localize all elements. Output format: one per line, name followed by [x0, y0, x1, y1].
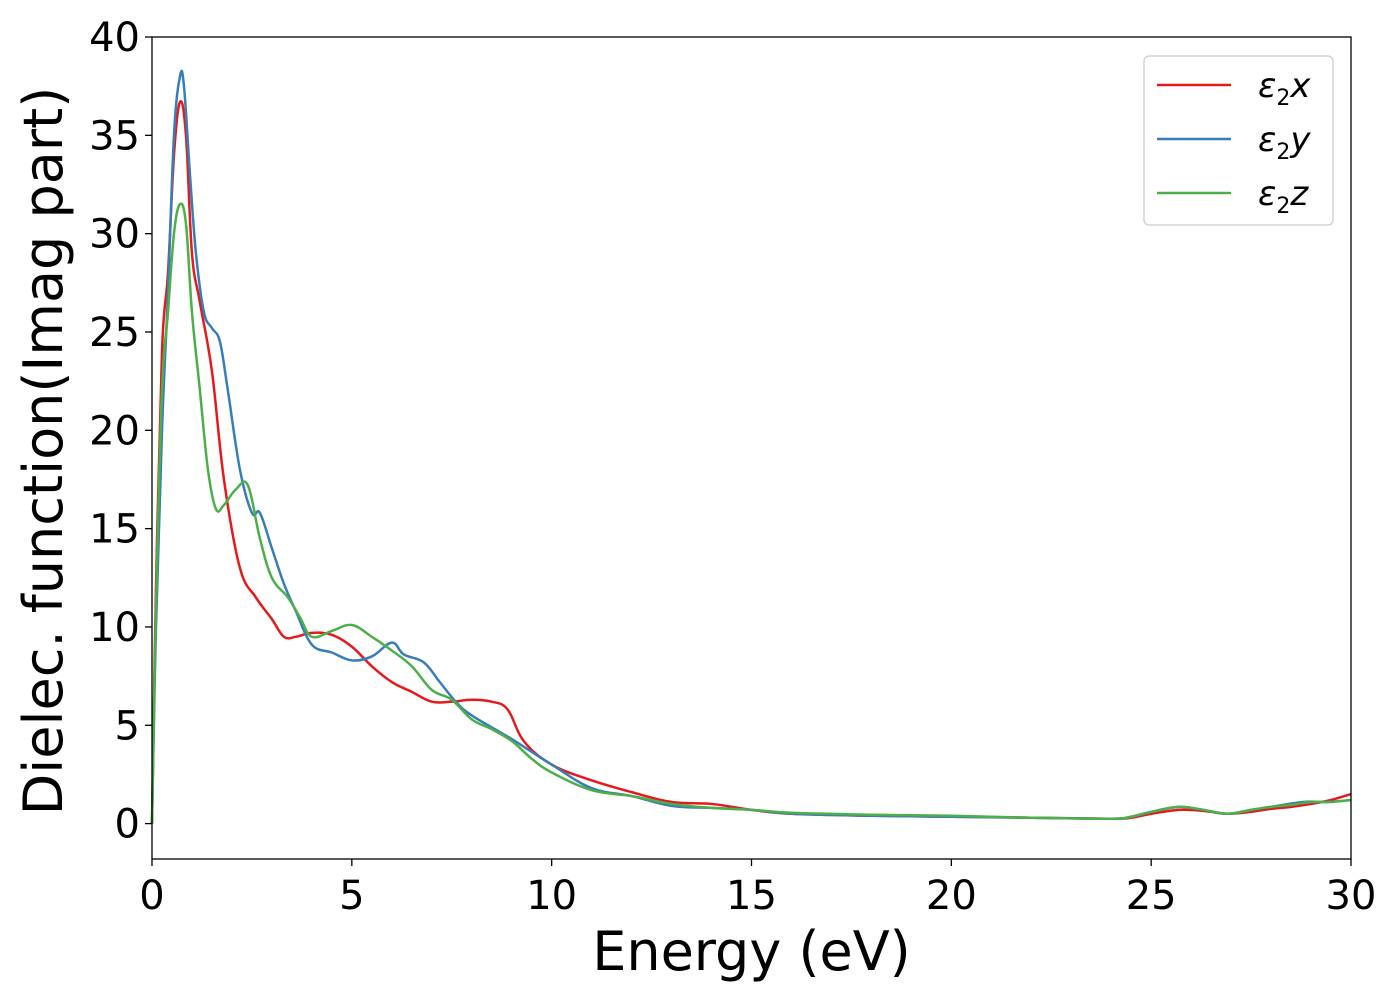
x-tick-label: 5: [339, 873, 364, 919]
x-tick-label: 25: [1126, 873, 1177, 919]
legend-entry-y: ε2y: [1258, 120, 1311, 165]
x-tick-label: 30: [1326, 873, 1377, 919]
y-axis-ticks: 0 5 10 15 20 25 30 35 40: [89, 15, 152, 848]
x-axis-ticks: 0 5 10 15 20 25 30: [139, 859, 1376, 919]
y-tick-label: 40: [89, 15, 140, 61]
y-tick-label: 5: [115, 703, 140, 749]
series-lines: [150, 69, 1352, 824]
y-tick-label: 35: [89, 113, 140, 159]
y-axis-label: Dielec. function(Imag part): [12, 87, 75, 816]
legend-frame: [1143, 55, 1334, 226]
y-tick-label: 30: [89, 212, 140, 258]
y-tick-label: 15: [89, 507, 140, 553]
x-axis-label: Energy (eV): [592, 920, 911, 983]
y-tick-label: 0: [115, 802, 140, 848]
y-tick-label: 10: [89, 605, 140, 651]
series-line-z: [150, 202, 1352, 824]
y-tick-label: 25: [89, 310, 140, 356]
x-tick-label: 10: [526, 873, 577, 919]
x-tick-label: 15: [726, 873, 777, 919]
legend: ε2x ε2y ε2z: [1143, 55, 1334, 226]
y-tick-label: 20: [89, 408, 140, 454]
x-tick-label: 0: [139, 873, 164, 919]
legend-entry-z: ε2z: [1258, 174, 1309, 219]
x-tick-label: 20: [926, 873, 977, 919]
legend-entry-x: ε2x: [1258, 66, 1311, 111]
